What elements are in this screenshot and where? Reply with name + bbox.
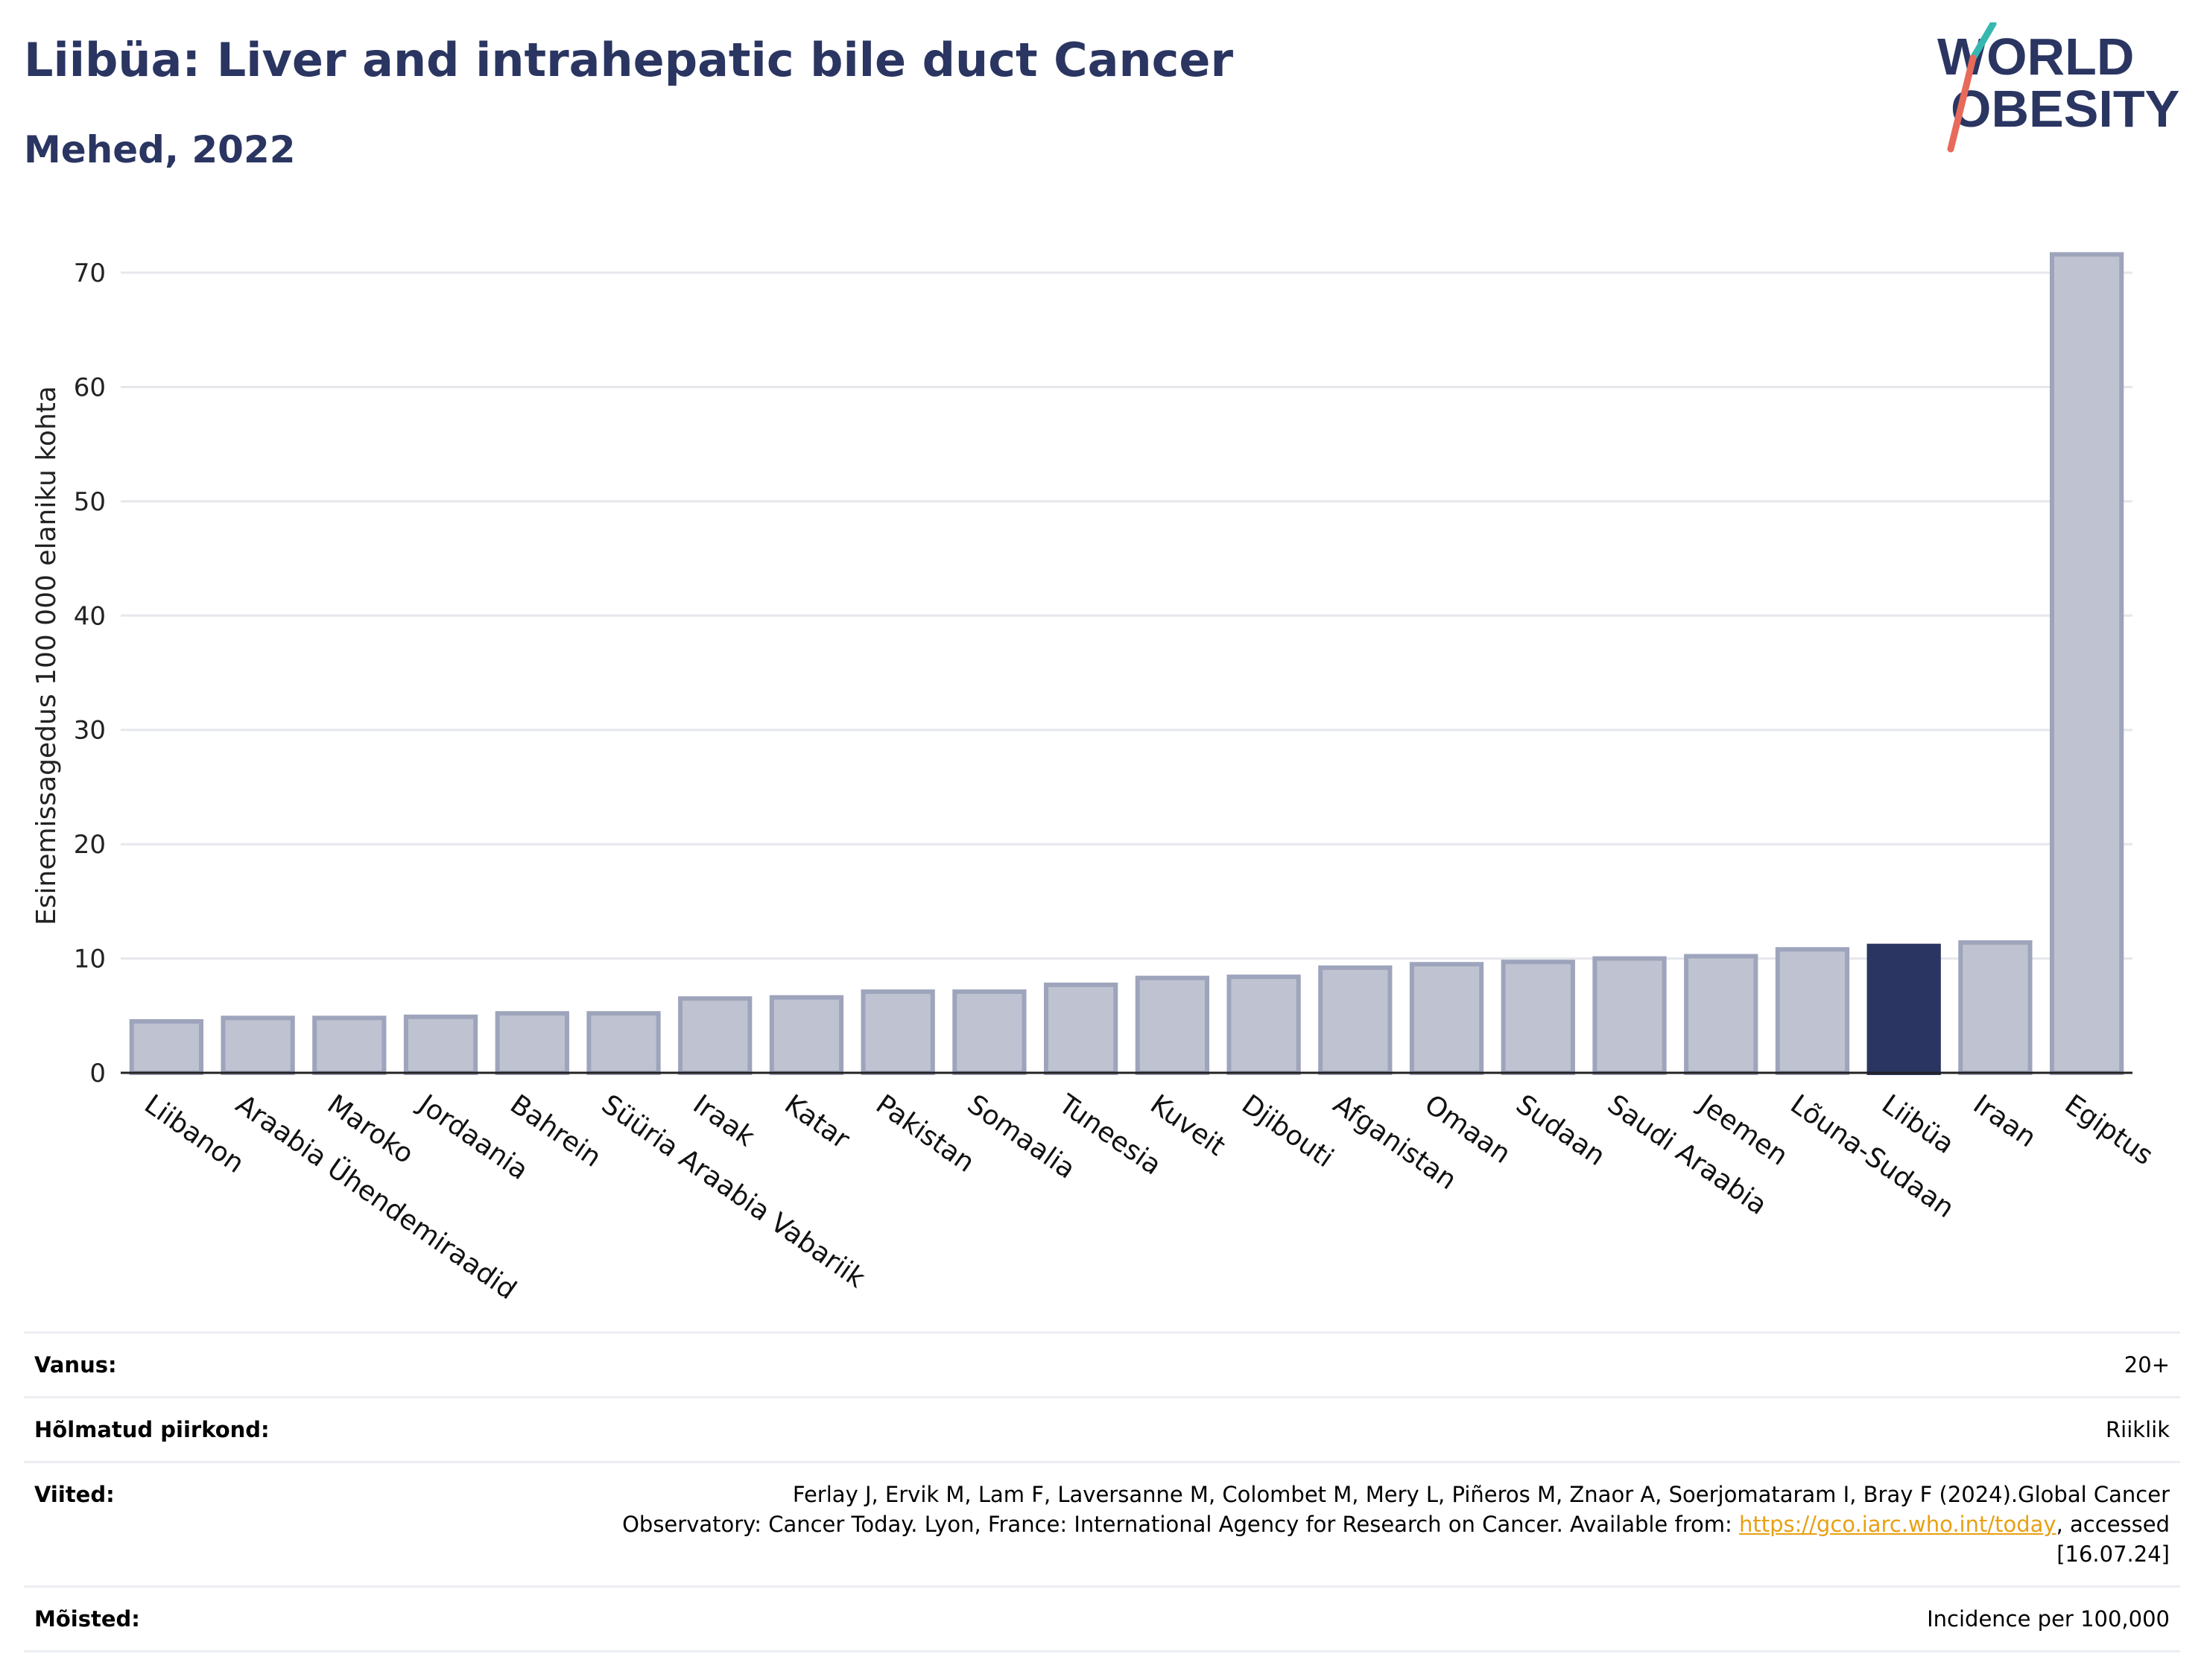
- reference-link[interactable]: https://gco.iarc.who.int/today: [1738, 1512, 2056, 1537]
- y-axis-label: Esinemissagedus 100 000 elaniku kohta: [31, 386, 62, 925]
- bar: [769, 995, 844, 1076]
- y-tick-label: 20: [74, 830, 106, 860]
- info-value: Riiklik: [2106, 1417, 2170, 1442]
- bar: [678, 996, 753, 1075]
- info-value: Incidence per 100,000: [1927, 1606, 2170, 1632]
- bar: [1592, 956, 1667, 1075]
- bar: [312, 1015, 387, 1076]
- y-tick-label: 40: [74, 601, 106, 631]
- page-title: Liibüa: Liver and intrahepatic bile duct…: [24, 33, 1234, 87]
- y-tick-label: 60: [74, 373, 106, 402]
- info-value: 20+: [2124, 1352, 2170, 1378]
- bar: [1501, 960, 1575, 1076]
- bar: [1684, 954, 1758, 1075]
- bar: [586, 1011, 661, 1076]
- bar: [1958, 940, 2033, 1075]
- info-label: Hõlmatud piirkond:: [34, 1417, 270, 1442]
- x-tick-label: Sudaan: [1510, 1089, 1610, 1172]
- bar: [403, 1014, 478, 1075]
- reference-line-2: Observatory: Cancer Today. Lyon, France:…: [622, 1512, 1739, 1537]
- world-obesity-logo: WORLD OBESITY: [1937, 22, 2179, 153]
- info-row-references: Viited: Ferlay J, Ervik M, Lam F, Lavers…: [24, 1461, 2180, 1585]
- info-label: Vanus:: [34, 1352, 117, 1378]
- bar: [1775, 947, 1850, 1076]
- logo-line-2: OBESITY: [1951, 80, 2179, 138]
- bar: [2050, 252, 2124, 1075]
- bar-chart: 0 10 20 30 40 50 60 70 Esinemissagedus 100 000 e…: [31, 252, 2159, 1306]
- bar: [129, 1018, 204, 1075]
- y-tick-label: 30: [74, 716, 106, 746]
- info-label: Viited:: [34, 1482, 115, 1507]
- x-tick-label: Djibouti: [1236, 1089, 1339, 1174]
- x-tick-label: Liibanon: [139, 1089, 250, 1179]
- reference-line-1: Ferlay J, Ervik M, Lam F, Laversanne M, …: [792, 1482, 2170, 1507]
- info-row-definitions: Mõisted: Incidence per 100,000: [24, 1585, 2180, 1652]
- bar: [1409, 962, 1484, 1075]
- x-tick-label: Iraan: [1968, 1089, 2042, 1154]
- bar: [221, 1015, 295, 1076]
- info-label: Mõisted:: [34, 1606, 140, 1632]
- x-tick-label: Saudi Araabia: [1602, 1089, 1773, 1221]
- y-tick-label: 50: [74, 487, 106, 517]
- bar-highlighted: [1866, 943, 1941, 1075]
- y-tick-label: 70: [74, 259, 106, 288]
- info-row-region: Hõlmatud piirkond: Riiklik: [24, 1396, 2180, 1461]
- x-tick-label: Katar: [779, 1089, 855, 1156]
- references-text: Ferlay J, Ervik M, Lam F, Laversanne M, …: [605, 1480, 2170, 1569]
- x-tick-label: Pakistan: [870, 1089, 980, 1179]
- info-table: Vanus: 20+ Hõlmatud piirkond: Riiklik Vi…: [24, 1331, 2180, 1652]
- y-tick-label: 0: [89, 1059, 106, 1088]
- page-subtitle: Mehed, 2022: [24, 128, 296, 171]
- bar: [952, 989, 1027, 1075]
- x-tick-label: Iraak: [688, 1089, 761, 1153]
- y-tick-label: 10: [74, 945, 106, 974]
- bar: [1135, 975, 1210, 1076]
- bar: [1318, 965, 1393, 1076]
- reference-line-3: , accessed [16.07.24]: [2056, 1512, 2170, 1567]
- info-row-age: Vanus: 20+: [24, 1331, 2180, 1396]
- bar: [1226, 974, 1301, 1075]
- bar: [1044, 982, 1118, 1076]
- x-tick-label: Lõuna-Sudaan: [1785, 1089, 1960, 1224]
- x-tick-label: Egiptus: [2059, 1089, 2158, 1172]
- bar: [495, 1011, 569, 1076]
- bar: [861, 989, 935, 1075]
